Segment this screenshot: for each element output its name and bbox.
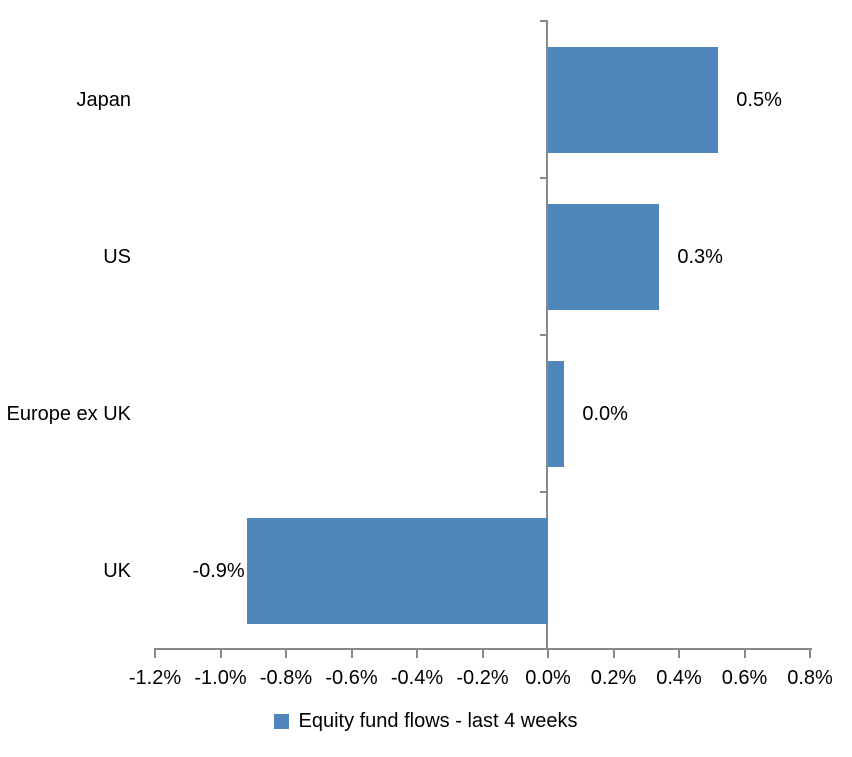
x-axis-tick-label: -0.8%: [259, 667, 313, 689]
y-axis-tick: [540, 491, 548, 493]
y-axis-tick: [540, 20, 548, 22]
x-axis-tick-label: -0.6%: [325, 667, 378, 689]
x-axis-tick-label: -1.0%: [194, 667, 247, 689]
x-axis-tick: [678, 648, 680, 658]
data-label: 0.3%: [677, 245, 723, 268]
x-axis-tick-label: -1.2%: [128, 667, 182, 689]
y-axis-tick: [540, 177, 548, 179]
data-label: 0.5%: [736, 88, 782, 111]
data-label: 0.0%: [582, 402, 628, 425]
y-axis-tick: [540, 334, 548, 336]
x-axis-tick-label: 0.0%: [525, 667, 571, 689]
x-axis-tick-label: -0.4%: [390, 667, 444, 689]
y-axis-tick: [540, 648, 548, 650]
x-axis-tick: [809, 648, 811, 658]
legend-marker-swatch: [274, 714, 290, 729]
x-axis-tick: [219, 648, 222, 658]
category-label: UK: [103, 559, 131, 582]
x-axis-tick: [743, 648, 746, 658]
bar-europe-ex-uk: [548, 360, 565, 467]
x-axis-tick: [547, 648, 549, 658]
bar-japan: [548, 46, 719, 153]
category-label: Europe ex UK: [6, 402, 131, 425]
x-axis-tick-label: 0.8%: [787, 667, 833, 689]
chart-legend: Equity fund flows - last 4 weeks: [0, 710, 852, 733]
x-axis-tick-label: -0.2%: [456, 667, 509, 689]
x-axis-tick: [285, 648, 287, 658]
bar-us: [548, 203, 660, 310]
x-axis-tick: [612, 648, 615, 658]
x-axis-tick: [154, 648, 156, 658]
x-axis-tick: [350, 648, 353, 658]
bar-uk: [246, 517, 548, 624]
x-axis-tick: [481, 648, 484, 658]
x-axis-tick-label: 0.6%: [721, 667, 768, 689]
x-axis-tick: [416, 648, 418, 658]
x-axis-tick-label: 0.4%: [656, 667, 702, 689]
category-label: Japan: [76, 88, 132, 111]
x-axis-tick-label: 0.2%: [590, 667, 637, 689]
legend-label: Equity fund flows - last 4 weeks: [298, 710, 578, 732]
data-label: -0.9%: [192, 559, 245, 582]
category-label: US: [103, 245, 131, 268]
